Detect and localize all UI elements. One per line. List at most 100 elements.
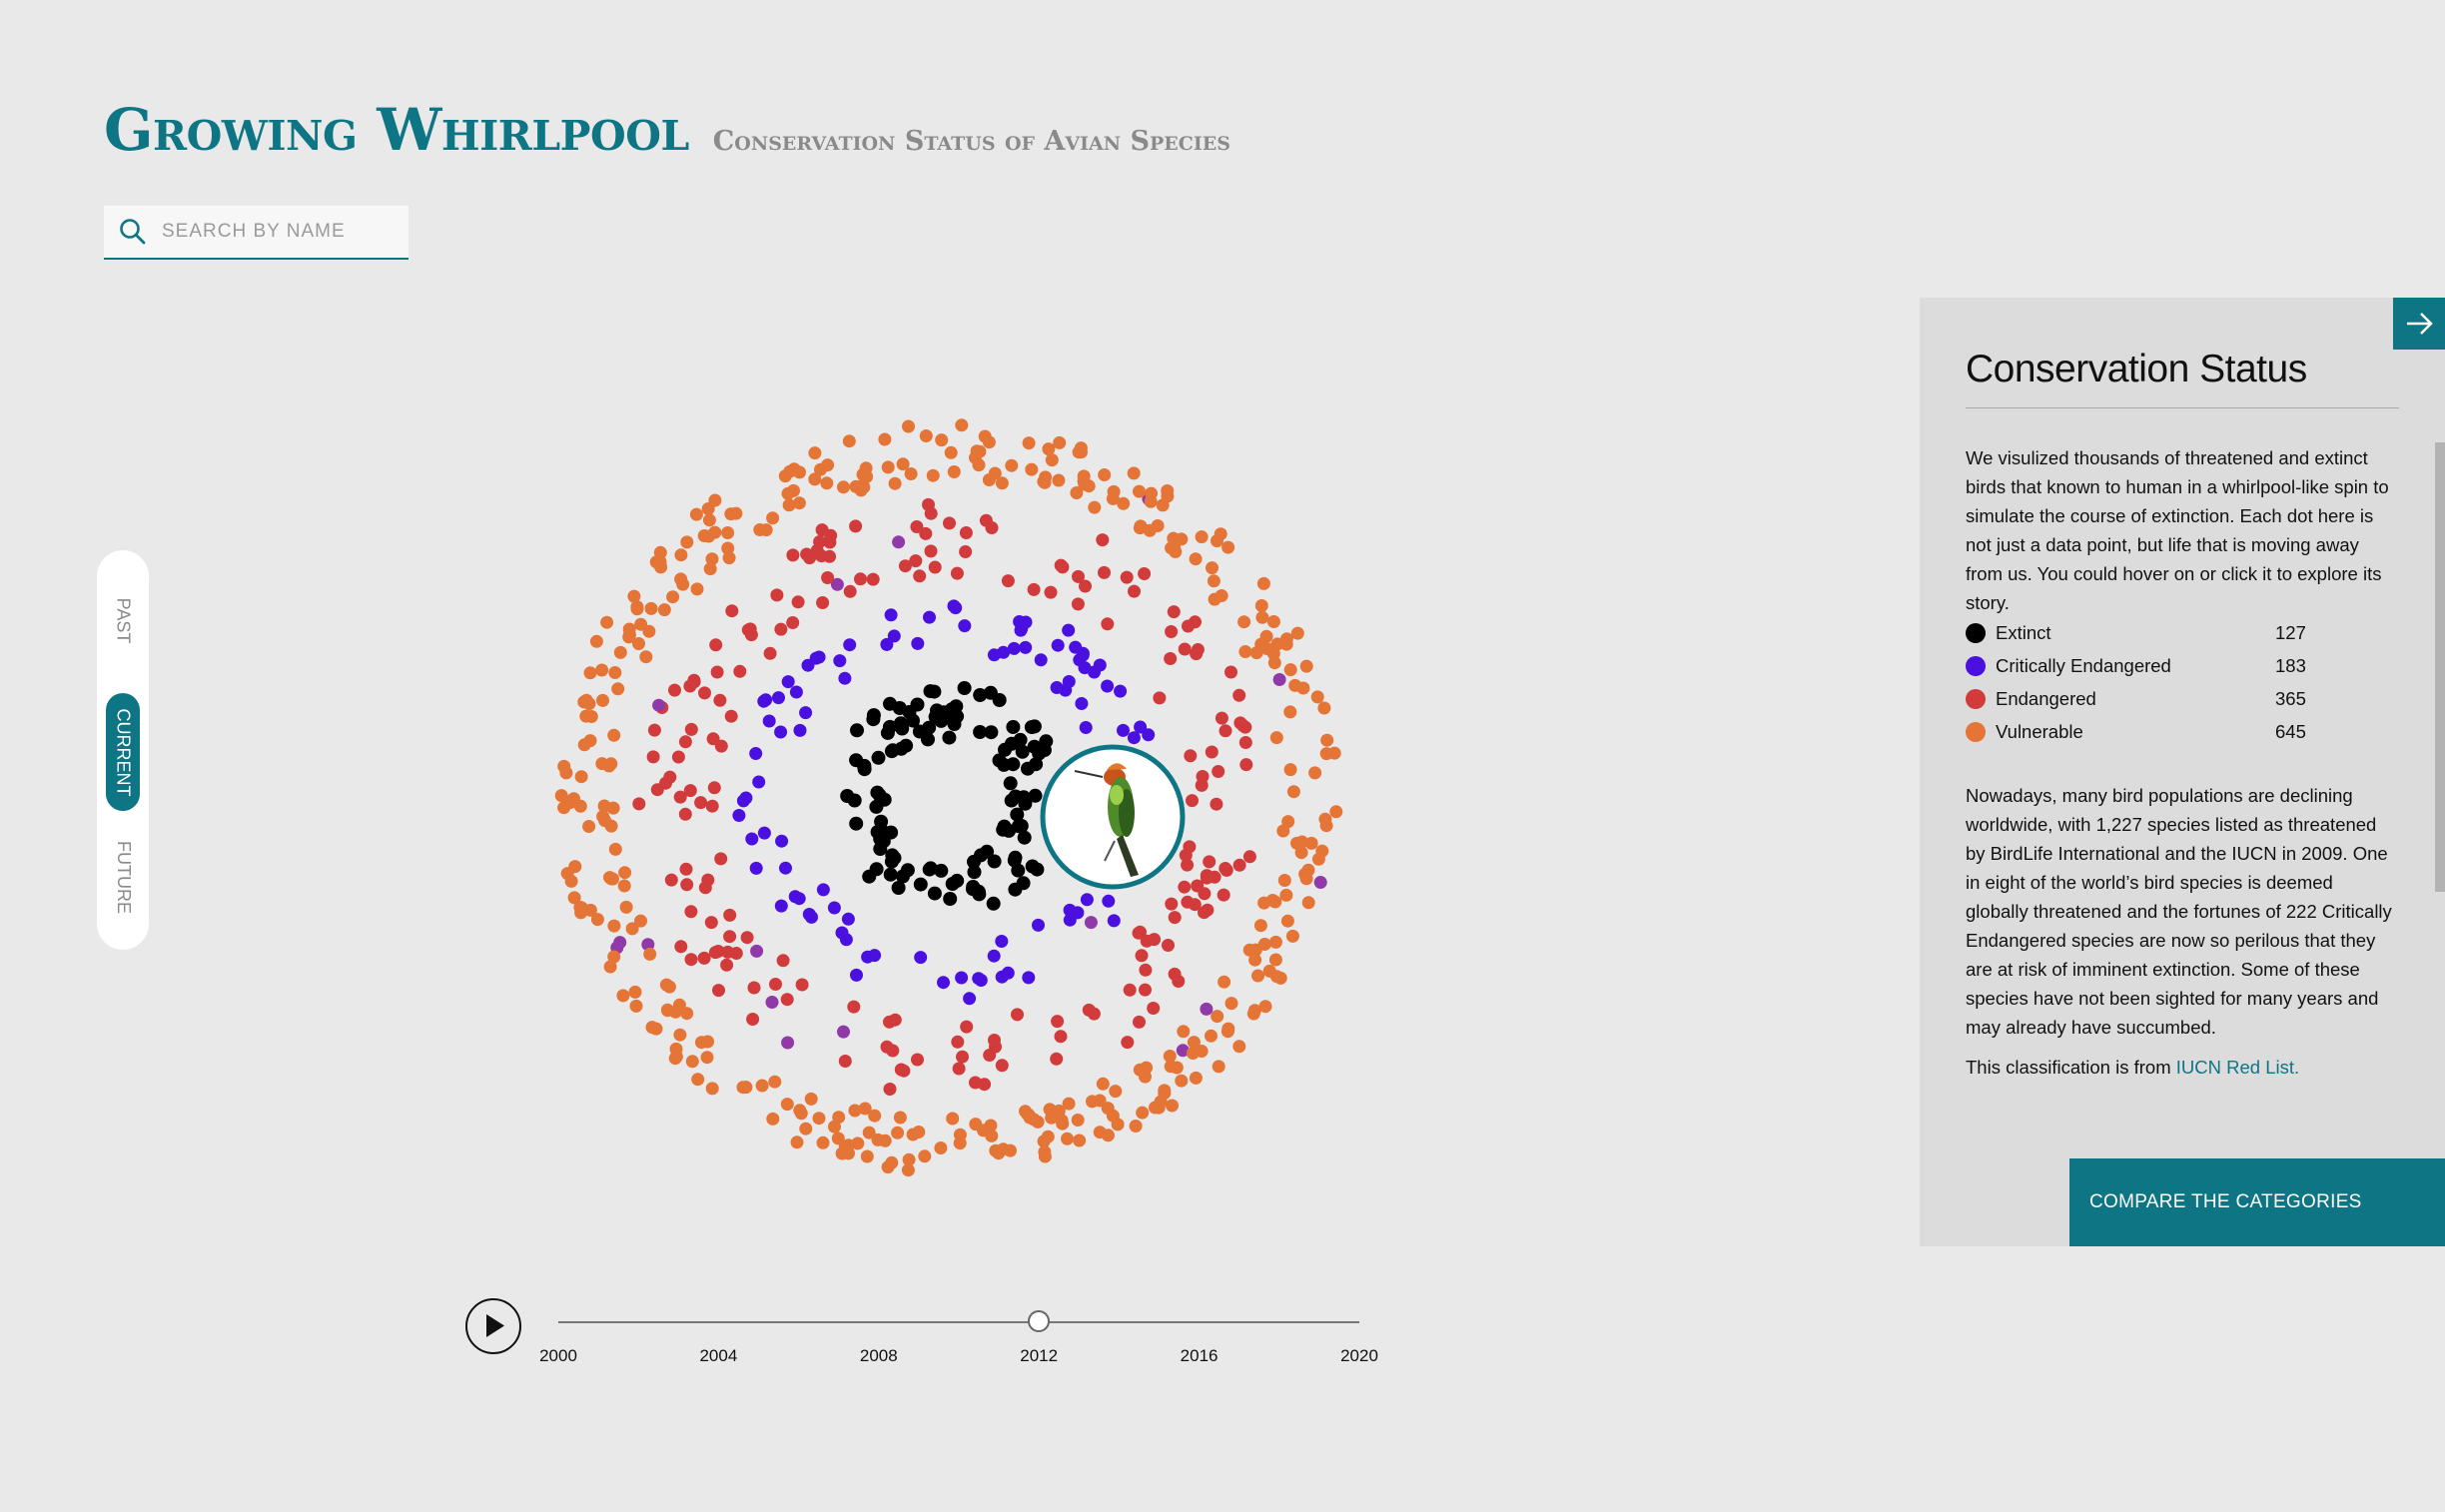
extinct-dot[interactable] bbox=[984, 725, 999, 740]
endangered-dot[interactable] bbox=[650, 783, 664, 797]
endangered-dot[interactable] bbox=[781, 1036, 795, 1050]
extinct-dot[interactable] bbox=[892, 701, 907, 715]
vulnerable-dot[interactable] bbox=[831, 1132, 845, 1145]
endangered-dot[interactable] bbox=[910, 520, 924, 533]
vulnerable-dot[interactable] bbox=[657, 603, 671, 617]
vulnerable-dot[interactable] bbox=[589, 634, 603, 648]
vulnerable-dot[interactable] bbox=[1283, 763, 1297, 777]
vulnerable-dot[interactable] bbox=[611, 682, 625, 696]
endangered-dot[interactable] bbox=[1178, 880, 1192, 894]
vulnerable-dot[interactable] bbox=[1177, 1025, 1191, 1039]
vulnerable-dot[interactable] bbox=[934, 1141, 948, 1154]
endangered-dot[interactable] bbox=[711, 945, 725, 958]
vulnerable-dot[interactable] bbox=[625, 922, 639, 936]
extinct-dot[interactable] bbox=[1010, 807, 1025, 822]
extinct-dot[interactable] bbox=[986, 896, 1001, 911]
endangered-dot[interactable] bbox=[776, 954, 790, 968]
vulnerable-dot[interactable] bbox=[1310, 690, 1324, 704]
vulnerable-dot[interactable] bbox=[1283, 705, 1297, 719]
endangered-dot[interactable] bbox=[712, 984, 725, 998]
critically-endangered-dot[interactable] bbox=[779, 861, 792, 875]
vulnerable-dot[interactable] bbox=[669, 1042, 683, 1056]
endangered-dot[interactable] bbox=[668, 683, 681, 697]
endangered-dot[interactable] bbox=[1232, 688, 1246, 702]
critically-endangered-dot[interactable] bbox=[937, 976, 950, 990]
endangered-dot[interactable] bbox=[1167, 605, 1181, 619]
endangered-dot[interactable] bbox=[1191, 879, 1205, 893]
critically-endangered-dot[interactable] bbox=[732, 809, 746, 822]
vulnerable-dot[interactable] bbox=[837, 480, 850, 494]
vulnerable-dot[interactable] bbox=[554, 789, 568, 803]
critically-endangered-dot[interactable] bbox=[995, 935, 1009, 948]
vulnerable-dot[interactable] bbox=[848, 1104, 862, 1118]
endangered-dot[interactable] bbox=[843, 584, 857, 598]
critically-endangered-dot[interactable] bbox=[839, 933, 853, 947]
endangered-dot[interactable] bbox=[673, 790, 687, 804]
extinct-dot[interactable] bbox=[945, 877, 960, 891]
critically-endangered-dot[interactable] bbox=[868, 949, 882, 963]
endangered-dot[interactable] bbox=[847, 1000, 861, 1014]
vulnerable-dot[interactable] bbox=[888, 476, 902, 490]
vulnerable-dot[interactable] bbox=[1329, 805, 1343, 819]
featured-bird-marker[interactable] bbox=[1040, 744, 1186, 890]
critically-endangered-dot[interactable] bbox=[801, 658, 815, 672]
extinct-dot[interactable] bbox=[1028, 788, 1043, 803]
vulnerable-dot[interactable] bbox=[1286, 785, 1300, 799]
endangered-dot[interactable] bbox=[678, 735, 692, 749]
endangered-dot[interactable] bbox=[985, 521, 999, 534]
vulnerable-dot[interactable] bbox=[1019, 1105, 1032, 1119]
vulnerable-dot[interactable] bbox=[781, 486, 795, 500]
endangered-dot[interactable] bbox=[995, 1059, 1009, 1073]
vulnerable-dot[interactable] bbox=[1111, 1118, 1125, 1132]
endangered-dot[interactable] bbox=[769, 978, 782, 991]
vulnerable-dot[interactable] bbox=[584, 710, 598, 723]
endangered-dot[interactable] bbox=[1071, 597, 1085, 611]
vulnerable-dot[interactable] bbox=[812, 1112, 826, 1126]
endangered-dot[interactable] bbox=[950, 566, 964, 580]
extinct-dot[interactable] bbox=[1015, 744, 1030, 759]
critically-endangered-dot[interactable] bbox=[838, 671, 852, 685]
endangered-dot[interactable] bbox=[713, 693, 727, 707]
endangered-dot[interactable] bbox=[1184, 749, 1198, 763]
vulnerable-dot[interactable] bbox=[1299, 872, 1313, 886]
vulnerable-dot[interactable] bbox=[1259, 629, 1273, 643]
endangered-dot[interactable] bbox=[1001, 574, 1015, 588]
vulnerable-dot[interactable] bbox=[842, 1146, 855, 1160]
vulnerable-dot[interactable] bbox=[1052, 473, 1066, 487]
vulnerable-dot[interactable] bbox=[1258, 1000, 1272, 1014]
vulnerable-dot[interactable] bbox=[1071, 1114, 1085, 1127]
endangered-dot[interactable] bbox=[780, 993, 794, 1007]
vulnerable-dot[interactable] bbox=[603, 871, 616, 885]
vulnerable-dot[interactable] bbox=[701, 1035, 714, 1049]
endangered-dot[interactable] bbox=[1165, 625, 1179, 638]
vulnerable-dot[interactable] bbox=[703, 562, 717, 576]
vulnerable-dot[interactable] bbox=[1269, 731, 1283, 745]
critically-endangered-dot[interactable] bbox=[1117, 723, 1130, 737]
vulnerable-dot[interactable] bbox=[1061, 1132, 1074, 1145]
endangered-dot[interactable] bbox=[924, 544, 938, 558]
critically-endangered-dot[interactable] bbox=[923, 610, 936, 624]
critically-endangered-dot[interactable] bbox=[1107, 914, 1121, 928]
vulnerable-dot[interactable] bbox=[1195, 530, 1209, 544]
vulnerable-dot[interactable] bbox=[926, 468, 940, 482]
endangered-dot[interactable] bbox=[1098, 565, 1111, 579]
vulnerable-dot[interactable] bbox=[604, 757, 618, 771]
critically-endangered-dot[interactable] bbox=[805, 910, 818, 924]
endangered-dot[interactable] bbox=[1133, 1015, 1146, 1029]
vulnerable-dot[interactable] bbox=[1098, 468, 1112, 481]
endangered-dot[interactable] bbox=[705, 799, 719, 813]
endangered-dot[interactable] bbox=[1188, 898, 1202, 912]
vulnerable-dot[interactable] bbox=[790, 1135, 804, 1149]
extinct-dot[interactable] bbox=[1030, 862, 1045, 877]
endangered-dot[interactable] bbox=[698, 686, 711, 700]
endangered-dot[interactable] bbox=[1148, 933, 1162, 947]
vulnerable-dot[interactable] bbox=[1149, 1101, 1162, 1115]
critically-endangered-dot[interactable] bbox=[749, 747, 763, 760]
extinct-dot[interactable] bbox=[1003, 776, 1018, 791]
endangered-dot[interactable] bbox=[951, 1035, 965, 1049]
vulnerable-dot[interactable] bbox=[1078, 477, 1092, 491]
critically-endangered-dot[interactable] bbox=[833, 654, 847, 668]
vulnerable-dot[interactable] bbox=[842, 434, 856, 448]
extinct-dot[interactable] bbox=[996, 822, 1011, 837]
extinct-dot[interactable] bbox=[1004, 793, 1019, 808]
